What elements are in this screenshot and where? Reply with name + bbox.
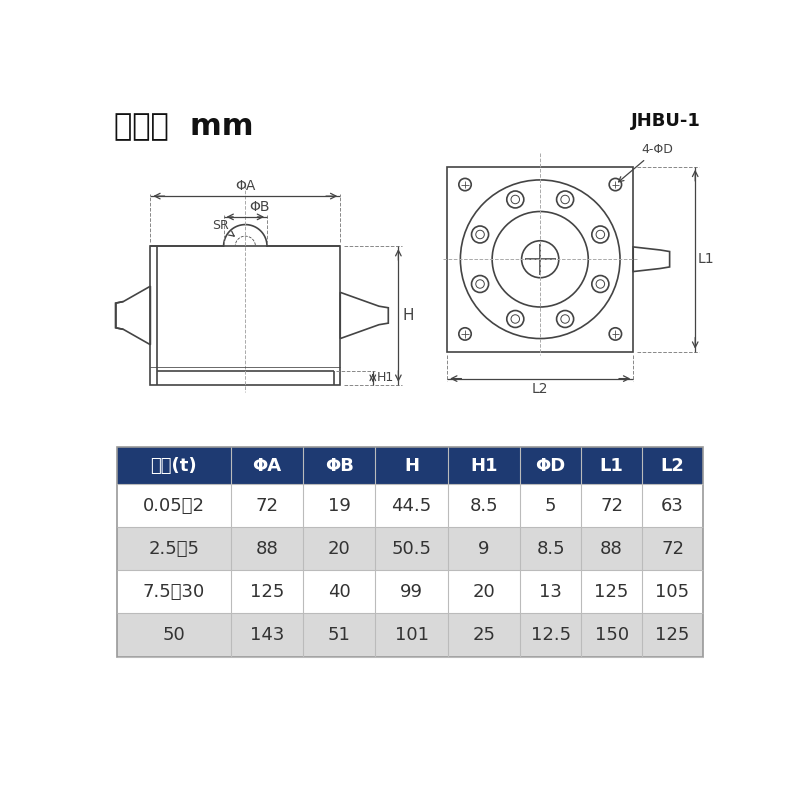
Text: ΦA: ΦA bbox=[235, 179, 255, 193]
Text: 101: 101 bbox=[394, 626, 429, 644]
Text: ΦB: ΦB bbox=[249, 200, 270, 214]
Text: 8.5: 8.5 bbox=[537, 540, 565, 558]
Bar bbox=[117, 570, 703, 614]
Text: 量程(t): 量程(t) bbox=[150, 457, 197, 474]
Text: 51: 51 bbox=[328, 626, 350, 644]
Text: L2: L2 bbox=[532, 382, 549, 396]
Text: 12.5: 12.5 bbox=[530, 626, 570, 644]
Bar bbox=[447, 167, 634, 352]
Bar bbox=[117, 527, 703, 570]
Text: ΦB: ΦB bbox=[325, 457, 354, 474]
Text: 88: 88 bbox=[600, 540, 623, 558]
Text: JHBU-1: JHBU-1 bbox=[630, 112, 701, 130]
Text: 13: 13 bbox=[539, 583, 562, 601]
Text: 2.5～5: 2.5～5 bbox=[148, 540, 199, 558]
Text: SR: SR bbox=[212, 219, 234, 236]
Text: 125: 125 bbox=[250, 583, 284, 601]
Text: 125: 125 bbox=[655, 626, 690, 644]
Text: ΦA: ΦA bbox=[252, 457, 282, 474]
Bar bbox=[117, 484, 703, 527]
Text: H: H bbox=[404, 457, 419, 474]
Bar bbox=[117, 447, 703, 657]
Text: 105: 105 bbox=[655, 583, 690, 601]
Bar bbox=[117, 447, 703, 484]
Bar bbox=[117, 614, 703, 657]
Text: 143: 143 bbox=[250, 626, 284, 644]
Text: 尺寸：  mm: 尺寸： mm bbox=[114, 112, 254, 142]
Text: 99: 99 bbox=[400, 583, 423, 601]
Text: 9: 9 bbox=[478, 540, 490, 558]
Text: 5: 5 bbox=[545, 497, 557, 514]
Text: H1: H1 bbox=[377, 371, 394, 384]
Text: 72: 72 bbox=[255, 497, 278, 514]
Text: 44.5: 44.5 bbox=[391, 497, 432, 514]
Text: 50.5: 50.5 bbox=[392, 540, 432, 558]
Text: 72: 72 bbox=[600, 497, 623, 514]
Text: H: H bbox=[402, 308, 414, 323]
Text: L1: L1 bbox=[600, 457, 623, 474]
Text: L1: L1 bbox=[698, 252, 714, 266]
Text: 63: 63 bbox=[661, 497, 684, 514]
Text: 25: 25 bbox=[473, 626, 495, 644]
Text: 4-ΦD: 4-ΦD bbox=[618, 143, 673, 182]
Text: 72: 72 bbox=[661, 540, 684, 558]
Text: 8.5: 8.5 bbox=[470, 497, 498, 514]
Bar bbox=[150, 246, 340, 385]
Text: 125: 125 bbox=[594, 583, 629, 601]
Text: 19: 19 bbox=[328, 497, 350, 514]
Text: 150: 150 bbox=[594, 626, 629, 644]
Text: H1: H1 bbox=[470, 457, 498, 474]
Text: 0.05～2: 0.05～2 bbox=[143, 497, 205, 514]
Text: 20: 20 bbox=[328, 540, 350, 558]
Text: 88: 88 bbox=[255, 540, 278, 558]
Text: 50: 50 bbox=[162, 626, 186, 644]
Text: 20: 20 bbox=[473, 583, 495, 601]
Text: 40: 40 bbox=[328, 583, 350, 601]
Text: L2: L2 bbox=[661, 457, 685, 474]
Text: 7.5～30: 7.5～30 bbox=[142, 583, 205, 601]
Text: ΦD: ΦD bbox=[535, 457, 566, 474]
